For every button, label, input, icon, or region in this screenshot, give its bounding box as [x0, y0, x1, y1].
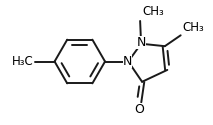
Text: CH₃: CH₃: [142, 6, 164, 18]
Text: N: N: [136, 36, 146, 49]
Text: O: O: [134, 103, 144, 116]
Text: CH₃: CH₃: [183, 21, 204, 34]
Text: H₃C: H₃C: [12, 54, 34, 68]
Text: N: N: [123, 55, 132, 68]
